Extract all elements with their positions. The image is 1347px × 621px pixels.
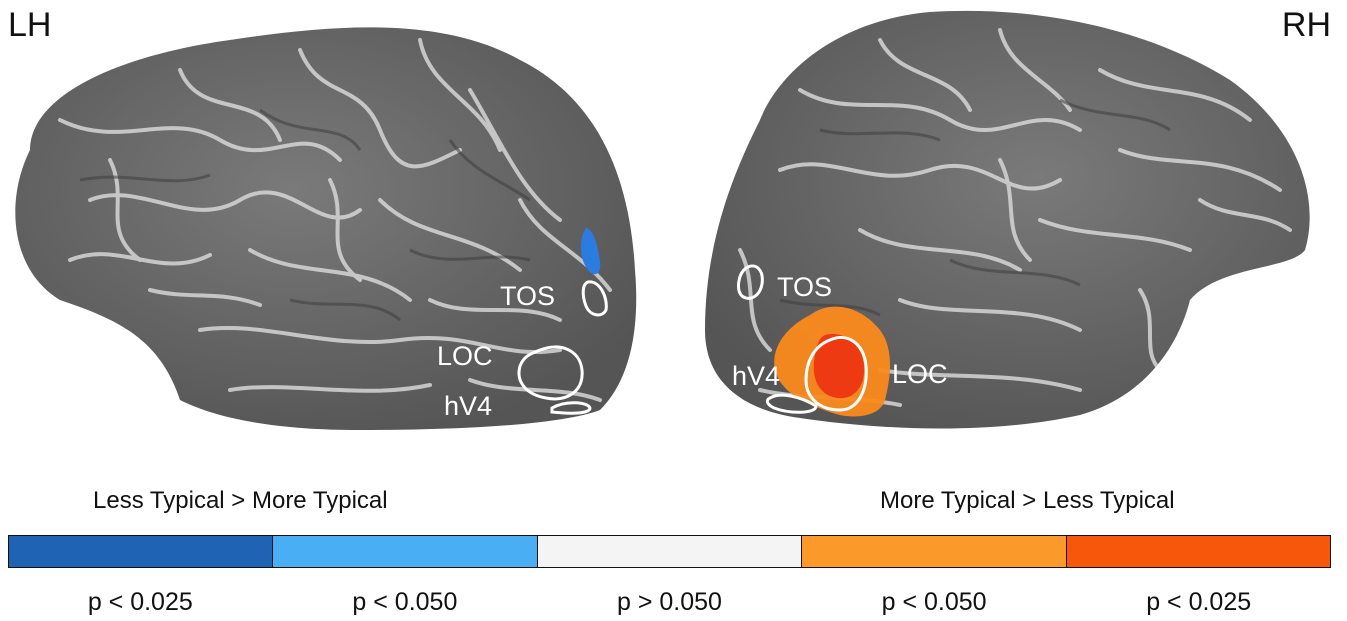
brain-figure: TOS LOC hV4 (15, 10, 1310, 430)
rh-activation-red (813, 334, 865, 399)
lh-roi-outlines (517, 280, 608, 415)
right-hemisphere-label: RH (1281, 6, 1331, 44)
lh-hv4-outline (550, 401, 592, 415)
lh-tos-outline (581, 280, 608, 317)
lh-tos-label: TOS (500, 281, 555, 311)
left-sulci-pattern (58, 38, 612, 402)
colorbar-segment-5 (1066, 536, 1331, 567)
rh-tos-label: TOS (777, 272, 832, 302)
colorbar-segment-2 (273, 536, 538, 567)
rh-loc-outline (804, 336, 868, 412)
colorbar-tick-label-5: p < 0.025 (1146, 588, 1252, 616)
rh-hv4-label: hV4 (732, 361, 780, 391)
colorbar-segment-4 (802, 536, 1067, 567)
lh-loc-outline (517, 345, 584, 401)
significance-tick-labels: p < 0.025 p < 0.050 p > 0.050 p < 0.050 p < … (8, 588, 1331, 617)
colorbar-tick-label-1: p < 0.025 (87, 588, 193, 616)
significance-colorbar (8, 535, 1331, 568)
rh-activation (774, 306, 890, 417)
colorbar-tick-label-3: p > 0.050 (617, 588, 722, 616)
colorbar-tick-label-2: p < 0.050 (352, 588, 458, 616)
left-hemisphere-cortex (15, 27, 637, 430)
contrast-label-more-typical: More Typical > Less Typical (880, 487, 1175, 514)
lh-loc-label: LOC (437, 341, 493, 371)
lh-activation-blue (580, 228, 601, 275)
rh-loc-label: LOC (892, 359, 948, 389)
colorbar-segment-1 (9, 536, 274, 567)
contrast-label-less-typical: Less Typical > More Typical (93, 487, 388, 514)
rh-tos-outline (737, 264, 764, 300)
rh-hv4-outline (765, 393, 818, 414)
left-hemisphere-label: LH (8, 6, 52, 44)
colorbar-tick-label-4: p < 0.050 (881, 588, 987, 616)
rh-roi-outlines (737, 264, 868, 414)
colorbar-segment-3 (537, 536, 803, 567)
lh-hv4-label: hV4 (444, 391, 492, 421)
